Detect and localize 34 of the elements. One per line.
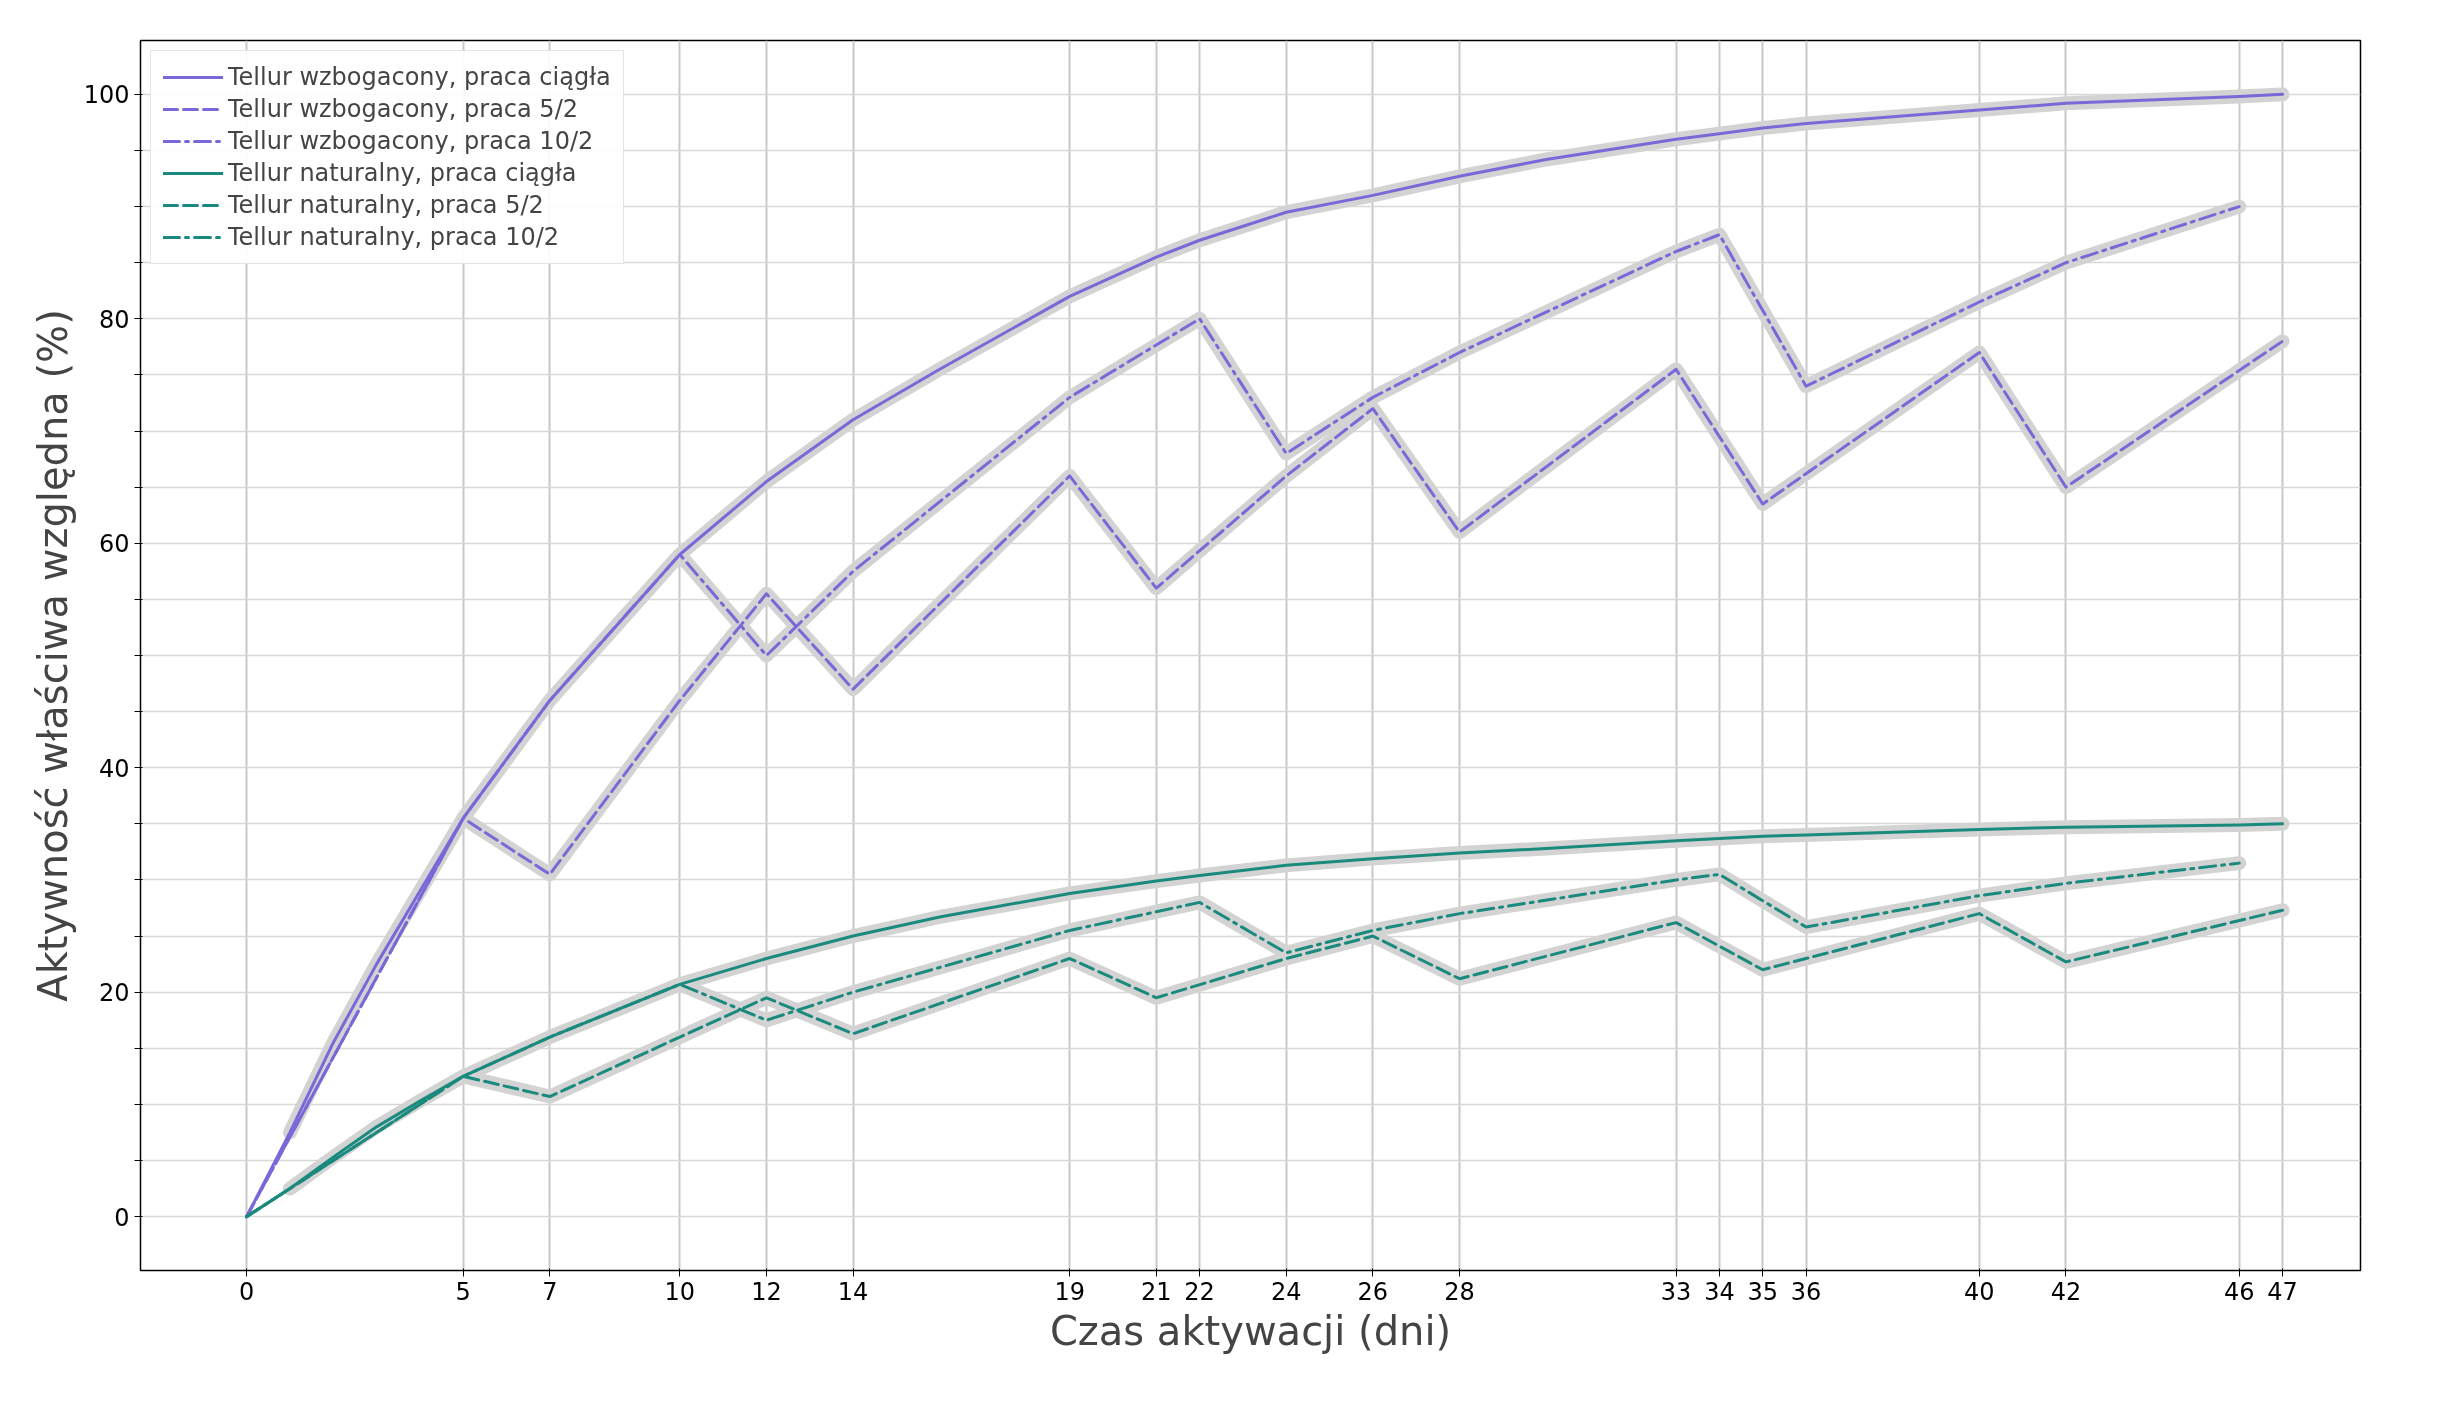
y-tick-label: 60 bbox=[98, 530, 130, 559]
x-tick-label: 40 bbox=[1964, 1277, 1995, 1306]
legend-label: Tellur naturalny, praca 5/2 bbox=[228, 191, 544, 219]
y-axis-title: Aktywność właściwa względna (%) bbox=[29, 309, 76, 1002]
legend-label: Tellur wzbogacony, praca 10/2 bbox=[228, 127, 594, 155]
y-tick-label: 20 bbox=[98, 979, 130, 1008]
x-tick-label: 22 bbox=[1184, 1277, 1215, 1306]
legend-label: Tellur naturalny, praca ciągła bbox=[228, 159, 577, 187]
x-tick-label: 33 bbox=[1660, 1277, 1692, 1306]
x-tick-label: 19 bbox=[1054, 1277, 1085, 1306]
x-tick-label: 28 bbox=[1444, 1277, 1475, 1306]
legend-label: Tellur naturalny, praca 10/2 bbox=[228, 223, 560, 251]
x-tick-label: 34 bbox=[1704, 1277, 1735, 1306]
y-tick-label: 40 bbox=[98, 754, 130, 783]
x-tick-label: 35 bbox=[1747, 1277, 1778, 1306]
y-tick-label: 80 bbox=[98, 305, 130, 334]
x-tick-label: 7 bbox=[542, 1277, 558, 1306]
x-tick-label: 47 bbox=[2267, 1277, 2298, 1306]
x-tick-label: 0 bbox=[238, 1277, 255, 1306]
x-tick-label: 5 bbox=[455, 1277, 471, 1306]
x-tick-label: 36 bbox=[1790, 1277, 1822, 1306]
y-tick-label: 0 bbox=[114, 1203, 130, 1232]
x-tick-label: 42 bbox=[2050, 1277, 2082, 1306]
x-tick-label: 21 bbox=[1141, 1277, 1172, 1306]
x-tick-label: 24 bbox=[1270, 1277, 1302, 1306]
x-tick-label: 26 bbox=[1357, 1277, 1389, 1306]
y-tick-label: 100 bbox=[83, 81, 130, 110]
legend-label: Tellur wzbogacony, praca ciągła bbox=[228, 63, 611, 91]
x-tick-label: 46 bbox=[2223, 1277, 2255, 1306]
x-axis-title: Czas aktywacji (dni) bbox=[1049, 1307, 1452, 1354]
x-tick-label: 14 bbox=[837, 1277, 869, 1306]
x-tick-label: 10 bbox=[664, 1277, 696, 1306]
x-tick-label: 12 bbox=[751, 1277, 782, 1306]
legend-label: Tellur wzbogacony, praca 5/2 bbox=[228, 95, 578, 123]
